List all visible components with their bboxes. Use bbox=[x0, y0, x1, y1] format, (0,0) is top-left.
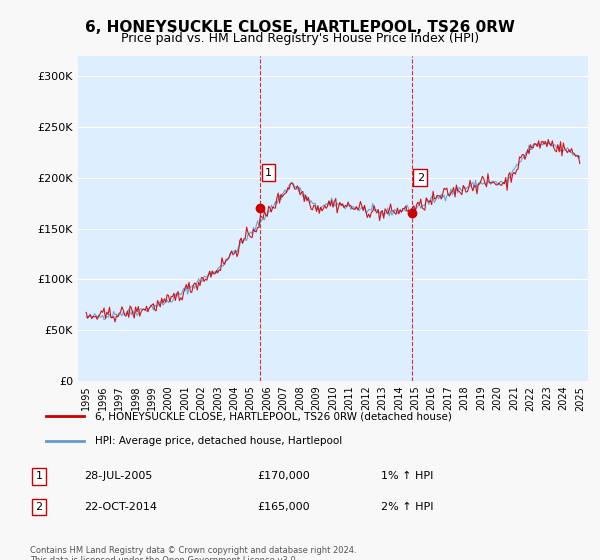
Text: 1: 1 bbox=[35, 471, 43, 481]
Text: 2% ↑ HPI: 2% ↑ HPI bbox=[381, 502, 433, 512]
Text: 1: 1 bbox=[265, 168, 272, 178]
Text: 1% ↑ HPI: 1% ↑ HPI bbox=[381, 471, 433, 481]
Text: 6, HONEYSUCKLE CLOSE, HARTLEPOOL, TS26 0RW: 6, HONEYSUCKLE CLOSE, HARTLEPOOL, TS26 0… bbox=[85, 20, 515, 35]
Text: 6, HONEYSUCKLE CLOSE, HARTLEPOOL, TS26 0RW (detached house): 6, HONEYSUCKLE CLOSE, HARTLEPOOL, TS26 0… bbox=[95, 411, 452, 421]
Text: Contains HM Land Registry data © Crown copyright and database right 2024.
This d: Contains HM Land Registry data © Crown c… bbox=[30, 546, 356, 560]
Text: 22-OCT-2014: 22-OCT-2014 bbox=[84, 502, 157, 512]
Text: 2: 2 bbox=[35, 502, 43, 512]
Text: £170,000: £170,000 bbox=[257, 471, 310, 481]
Text: 28-JUL-2005: 28-JUL-2005 bbox=[84, 471, 152, 481]
Text: £165,000: £165,000 bbox=[257, 502, 310, 512]
Text: Price paid vs. HM Land Registry's House Price Index (HPI): Price paid vs. HM Land Registry's House … bbox=[121, 32, 479, 45]
Text: 2: 2 bbox=[417, 173, 424, 183]
Text: HPI: Average price, detached house, Hartlepool: HPI: Average price, detached house, Hart… bbox=[95, 436, 342, 446]
